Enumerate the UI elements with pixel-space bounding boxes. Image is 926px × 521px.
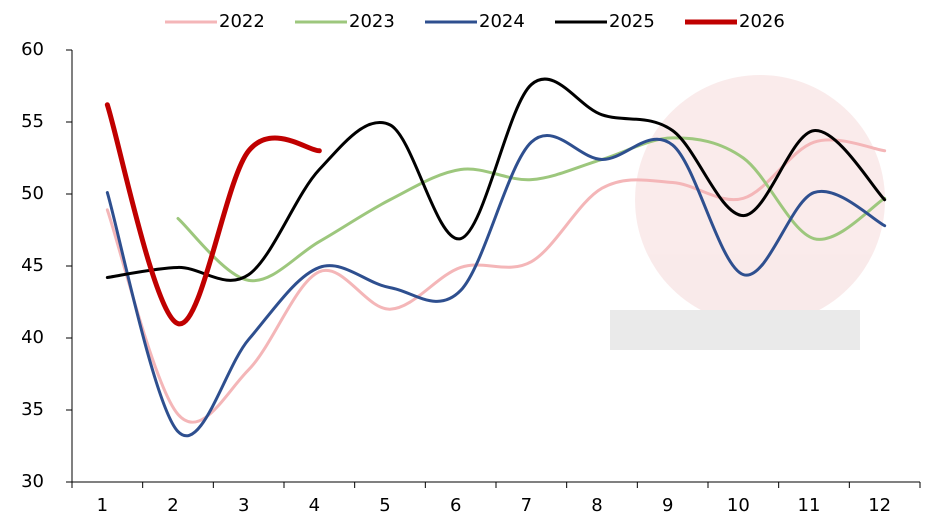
x-tick-label: 12	[868, 495, 891, 516]
y-tick-label: 55	[21, 111, 44, 132]
y-tick-label: 40	[21, 327, 44, 348]
series-line	[104, 102, 322, 327]
x-tick-label: 5	[379, 495, 390, 516]
x-tick-label: 6	[450, 495, 461, 516]
x-tick-label: 9	[662, 495, 673, 516]
series-line	[105, 77, 887, 282]
x-tick-label: 4	[309, 495, 320, 516]
legend-label: 2026	[739, 11, 785, 32]
x-tick-label: 3	[238, 495, 249, 516]
x-tick-label: 2	[167, 495, 178, 516]
y-tick-label: 60	[21, 39, 44, 60]
series-line	[105, 134, 887, 437]
legend-label: 2023	[349, 11, 395, 32]
legend-label: 2022	[219, 11, 265, 32]
series-line	[176, 136, 887, 283]
x-tick-label: 10	[727, 495, 750, 516]
legend-label: 2024	[479, 11, 525, 32]
x-tick-label: 1	[97, 495, 108, 516]
y-tick-label: 35	[21, 399, 44, 420]
y-tick-label: 50	[21, 183, 44, 204]
x-tick-label: 8	[591, 495, 602, 516]
x-tick-label: 7	[521, 495, 532, 516]
watermark	[610, 75, 885, 350]
y-tick-label: 30	[21, 471, 44, 492]
x-tick-label: 11	[798, 495, 821, 516]
legend-label: 2025	[609, 11, 655, 32]
y-tick-label: 45	[21, 255, 44, 276]
